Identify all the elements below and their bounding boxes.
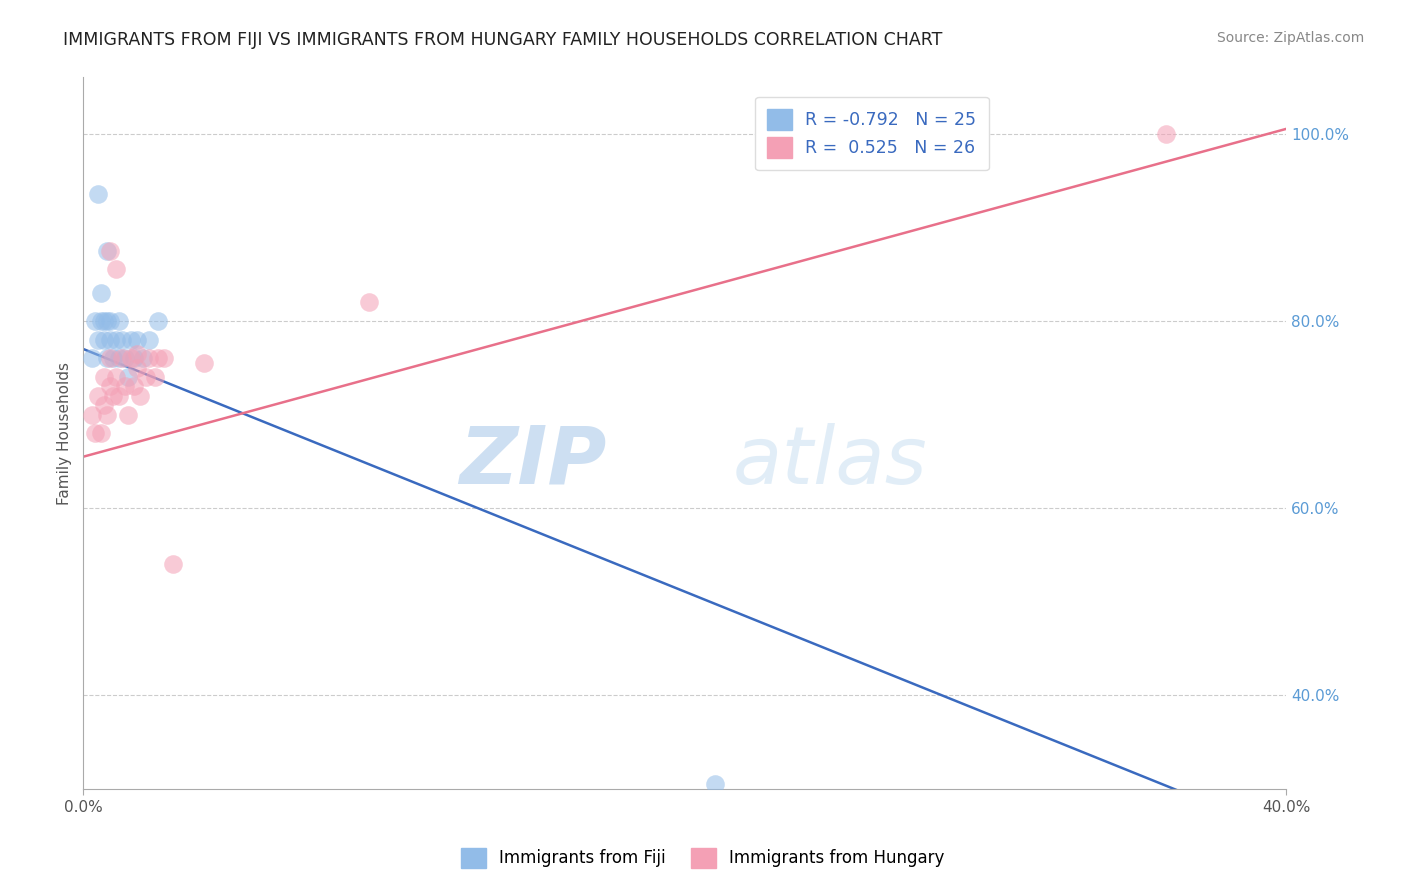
Point	[98, 314, 121, 328]
Point	[148, 351, 170, 366]
Point	[138, 333, 160, 347]
Point	[82, 408, 104, 422]
Point	[108, 314, 131, 328]
Point	[111, 351, 134, 366]
Point	[87, 389, 110, 403]
Point	[98, 244, 121, 258]
Point	[103, 351, 125, 366]
Point	[96, 408, 118, 422]
Point	[193, 356, 215, 370]
Text: ZIP: ZIP	[460, 423, 606, 500]
Point	[114, 379, 136, 393]
Point	[105, 262, 128, 277]
Point	[82, 351, 104, 366]
Point	[96, 351, 118, 366]
Point	[124, 351, 146, 366]
Point	[138, 351, 160, 366]
Point	[153, 351, 176, 366]
Point	[132, 351, 155, 366]
Point	[98, 379, 121, 393]
Text: Source: ZipAtlas.com: Source: ZipAtlas.com	[1216, 31, 1364, 45]
Text: IMMIGRANTS FROM FIJI VS IMMIGRANTS FROM HUNGARY FAMILY HOUSEHOLDS CORRELATION CH: IMMIGRANTS FROM FIJI VS IMMIGRANTS FROM …	[63, 31, 942, 49]
Point	[98, 333, 121, 347]
Point	[145, 370, 167, 384]
Point	[120, 351, 142, 366]
Point	[135, 370, 157, 384]
Point	[84, 426, 107, 441]
Point	[105, 333, 128, 347]
Point	[127, 360, 149, 375]
Point	[105, 370, 128, 384]
Point	[162, 558, 184, 572]
Point	[108, 389, 131, 403]
Point	[90, 426, 112, 441]
Point	[93, 333, 115, 347]
Point	[103, 389, 125, 403]
Point	[127, 333, 149, 347]
Point	[148, 314, 170, 328]
Text: atlas: atlas	[733, 423, 928, 500]
Point	[127, 347, 149, 361]
Point	[124, 379, 146, 393]
Point	[93, 398, 115, 412]
Point	[120, 333, 142, 347]
Point	[93, 314, 115, 328]
Y-axis label: Family Households: Family Households	[58, 362, 72, 505]
Point	[108, 351, 131, 366]
Point	[117, 370, 139, 384]
Point	[96, 244, 118, 258]
Point	[87, 333, 110, 347]
Legend: Immigrants from Fiji, Immigrants from Hungary: Immigrants from Fiji, Immigrants from Hu…	[454, 841, 952, 875]
Point	[93, 370, 115, 384]
Point	[87, 187, 110, 202]
Point	[703, 777, 725, 791]
Point	[357, 295, 380, 310]
Point	[117, 408, 139, 422]
Point	[111, 333, 134, 347]
Point	[96, 314, 118, 328]
Point	[1154, 127, 1177, 141]
Point	[98, 351, 121, 366]
Legend: R = -0.792   N = 25, R =  0.525   N = 26: R = -0.792 N = 25, R = 0.525 N = 26	[755, 97, 988, 170]
Point	[90, 314, 112, 328]
Point	[114, 351, 136, 366]
Point	[84, 314, 107, 328]
Point	[129, 389, 152, 403]
Point	[90, 285, 112, 300]
